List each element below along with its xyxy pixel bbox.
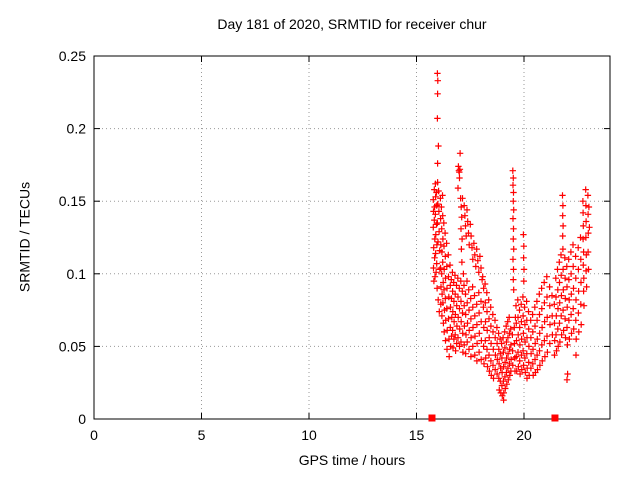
plot-border [93,55,611,420]
x-tick-label: 20 [516,427,532,443]
scatter-points-srmtid [430,70,593,404]
y-tick-label: 0.05 [59,338,86,354]
axis-marker-square [428,414,436,422]
x-tick-label: 0 [90,427,98,443]
y-tick-label: 0.15 [59,193,86,209]
y-tick-label: 0.25 [59,48,86,64]
y-tick-label: 0.1 [67,266,87,282]
axis-marker-square [551,414,559,422]
x-tick-label: 5 [198,427,206,443]
y-tick-label: 0 [78,411,86,427]
y-tick-label: 0.2 [67,121,87,137]
x-axis-label: GPS time / hours [298,452,406,468]
x-tick-label: 15 [409,427,425,443]
y-axis-label: SRMTID / TECUs [16,181,33,293]
chart-title: Day 181 of 2020, SRMTID for receiver chu… [217,16,487,32]
x-tick-label: 10 [301,427,317,443]
